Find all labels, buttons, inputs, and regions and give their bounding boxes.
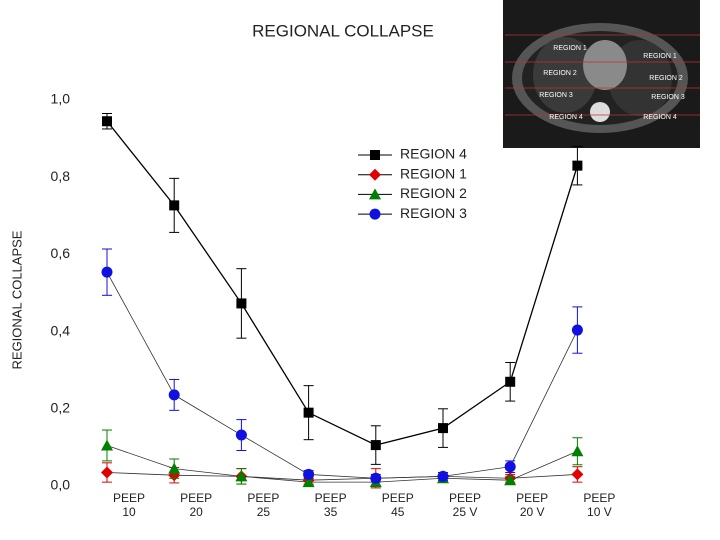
- marker: [168, 389, 180, 401]
- x-tick-label: PEEP 10: [112, 491, 145, 519]
- marker: [235, 470, 248, 482]
- marker: [370, 472, 382, 484]
- legend-marker: [370, 150, 380, 160]
- series-line: [106, 472, 578, 481]
- legend-marker: [369, 208, 381, 220]
- marker: [504, 474, 517, 486]
- series: [102, 113, 583, 465]
- inset-label: REGION 2: [649, 75, 683, 82]
- y-tick-label: 0,2: [51, 400, 71, 416]
- series-line: [106, 271, 578, 479]
- series: [101, 429, 584, 488]
- x-tick-label: PEEP 25 V: [448, 491, 481, 519]
- inset-label: REGION 4: [643, 114, 677, 121]
- marker: [303, 468, 315, 480]
- ct-inset: [503, 0, 700, 148]
- y-tick-label: 0,4: [51, 322, 71, 338]
- marker: [303, 407, 314, 418]
- marker: [101, 439, 113, 451]
- marker: [169, 200, 180, 211]
- marker: [504, 461, 516, 473]
- x-tick-label: PEEP 20 V: [516, 491, 549, 519]
- legend-label: REGION 1: [400, 165, 467, 181]
- marker: [102, 116, 112, 127]
- marker: [236, 298, 247, 309]
- marker: [101, 466, 113, 479]
- y-tick-label: 0,8: [51, 168, 71, 184]
- legend-label: REGION 4: [400, 146, 467, 162]
- inset-label: REGION 3: [651, 94, 685, 101]
- marker: [438, 423, 448, 434]
- legend-marker: [369, 168, 381, 181]
- marker: [168, 462, 181, 474]
- marker: [302, 476, 315, 488]
- legend-marker: [369, 188, 381, 200]
- legend: REGION 4 REGION 1 REGION 2 REGION 3: [344, 136, 486, 233]
- marker: [571, 468, 584, 481]
- y-tick-label: 0,0: [51, 477, 71, 493]
- series: [101, 248, 583, 484]
- marker: [235, 429, 247, 441]
- y-tick-label: 0,6: [51, 245, 71, 261]
- inset-label: REGION 2: [543, 70, 577, 77]
- marker: [571, 445, 584, 457]
- inset-label: REGION 1: [643, 53, 677, 60]
- marker: [437, 470, 449, 482]
- marker: [571, 324, 583, 336]
- inset-label: REGION 4: [549, 114, 583, 121]
- marker: [572, 160, 583, 171]
- marker: [505, 376, 516, 387]
- legend-label: REGION 3: [400, 205, 467, 221]
- legend-box: [344, 136, 486, 233]
- x-tick-label: PEEP 20: [180, 491, 213, 519]
- x-tick-label: PEEP 35: [314, 491, 347, 519]
- inset-label: REGION 1: [553, 45, 587, 52]
- y-tick-label: 1,0: [51, 91, 71, 107]
- inset-label: REGION 3: [539, 92, 573, 99]
- y-axis-label: REGIONAL COLLAPSE: [9, 230, 24, 369]
- x-tick-label: PEEP 10 V: [583, 491, 616, 519]
- marker: [370, 440, 381, 451]
- series-line: [106, 445, 578, 483]
- marker: [101, 266, 113, 278]
- chart-title: REGIONAL COLLAPSE: [252, 21, 434, 40]
- x-tick-label: PEEP 45: [381, 491, 414, 519]
- legend-label: REGION 2: [400, 185, 467, 201]
- x-tick-label: PEEP 25: [247, 491, 280, 519]
- series-line: [106, 120, 579, 446]
